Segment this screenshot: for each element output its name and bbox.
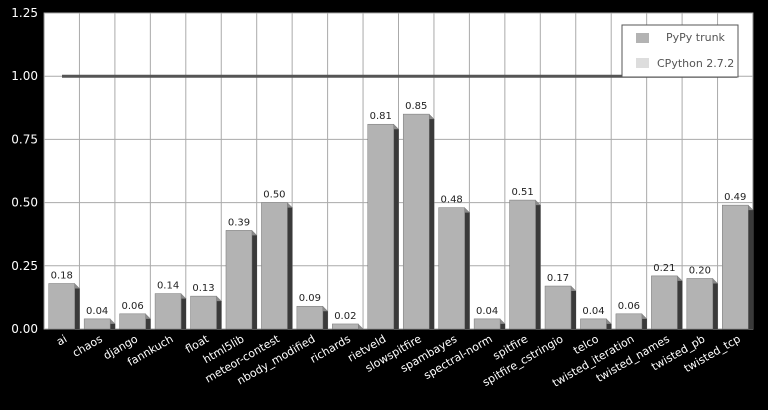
bar-meteor-contest xyxy=(261,202,288,330)
x-tick-label: ai xyxy=(54,332,69,348)
data-label: 0.21 xyxy=(653,263,675,274)
data-label: 0.09 xyxy=(299,293,321,304)
bar-side xyxy=(464,207,470,329)
bar-side xyxy=(181,293,187,329)
bar-side xyxy=(571,286,577,329)
legend-swatch-cpython xyxy=(636,58,649,68)
bar-rietveld xyxy=(367,123,395,330)
y-tick-label: 0.75 xyxy=(11,132,38,146)
x-tick-label: chaos xyxy=(70,332,105,360)
y-axis: 0.00 0.25 0.50 0.75 1.00 1.25 xyxy=(11,6,38,336)
bar-side xyxy=(216,296,222,329)
y-tick-label: 1.25 xyxy=(11,6,38,20)
legend: PyPy trunk CPython 2.7.2 xyxy=(621,24,739,78)
y-tick-label: 0.50 xyxy=(11,196,38,210)
bar-django xyxy=(119,313,146,330)
bar-twisted_pb xyxy=(686,278,714,330)
data-label: 0.81 xyxy=(370,111,392,122)
data-label: 0.49 xyxy=(724,192,746,203)
data-label: 0.06 xyxy=(121,301,143,312)
data-label: 0.39 xyxy=(228,217,250,228)
bar-side xyxy=(429,114,435,330)
data-label: 0.48 xyxy=(441,195,463,206)
bar-telco xyxy=(580,318,607,330)
data-label: 0.50 xyxy=(263,190,285,201)
bar-spitfire_cstringio xyxy=(544,285,572,330)
data-label: 0.06 xyxy=(618,301,640,312)
bar-side xyxy=(748,205,754,329)
data-label: 0.04 xyxy=(86,306,108,317)
bar-side xyxy=(712,278,718,329)
bar-richards xyxy=(332,323,359,330)
legend-label-cpython: CPython 2.7.2 xyxy=(657,57,734,70)
data-label: 0.13 xyxy=(192,283,214,294)
bar-chaos xyxy=(83,318,111,330)
data-label: 0.02 xyxy=(334,311,356,322)
data-label: 0.20 xyxy=(689,265,711,276)
bar-ai xyxy=(48,283,75,330)
data-label: 0.51 xyxy=(511,187,533,198)
bar-side xyxy=(535,200,541,329)
bar-side xyxy=(74,283,80,329)
bars: 0.18 0.04 0.06 0.14 0.13 0.39 0.50 0.09 0.02 0.81… xyxy=(48,101,754,330)
data-label: 0.14 xyxy=(157,281,179,292)
bar-float xyxy=(190,295,217,330)
bar-side xyxy=(322,306,328,329)
y-tick-label: 0.25 xyxy=(11,259,38,273)
legend-swatch-pypy xyxy=(636,33,649,43)
bar-spectral-norm xyxy=(473,318,501,330)
bar-fannkuch xyxy=(154,293,182,330)
data-label: 0.18 xyxy=(51,270,73,281)
bar-spitfire xyxy=(509,199,536,330)
bar-html5lib xyxy=(225,230,253,330)
x-tick-label: richards xyxy=(308,332,353,366)
data-label: 0.17 xyxy=(547,273,569,284)
bar-nbody_modified xyxy=(296,305,324,330)
y-tick-label: 0.00 xyxy=(11,322,38,336)
bar-side xyxy=(251,230,257,329)
bar-side xyxy=(287,202,293,329)
bar-twisted_names xyxy=(651,275,678,330)
y-tick-label: 1.00 xyxy=(11,69,38,83)
bar-side xyxy=(393,124,399,330)
data-label: 0.04 xyxy=(582,306,604,317)
bar-twisted_iteration xyxy=(615,313,643,330)
data-label: 0.04 xyxy=(476,306,498,317)
bar-slowspitfire xyxy=(402,113,430,330)
bar-twisted_tcp xyxy=(722,204,749,330)
bar-spambayes xyxy=(438,207,465,330)
data-label: 0.85 xyxy=(405,101,427,112)
legend-label-pypy: PyPy trunk xyxy=(666,31,726,44)
bar-side xyxy=(677,275,683,329)
